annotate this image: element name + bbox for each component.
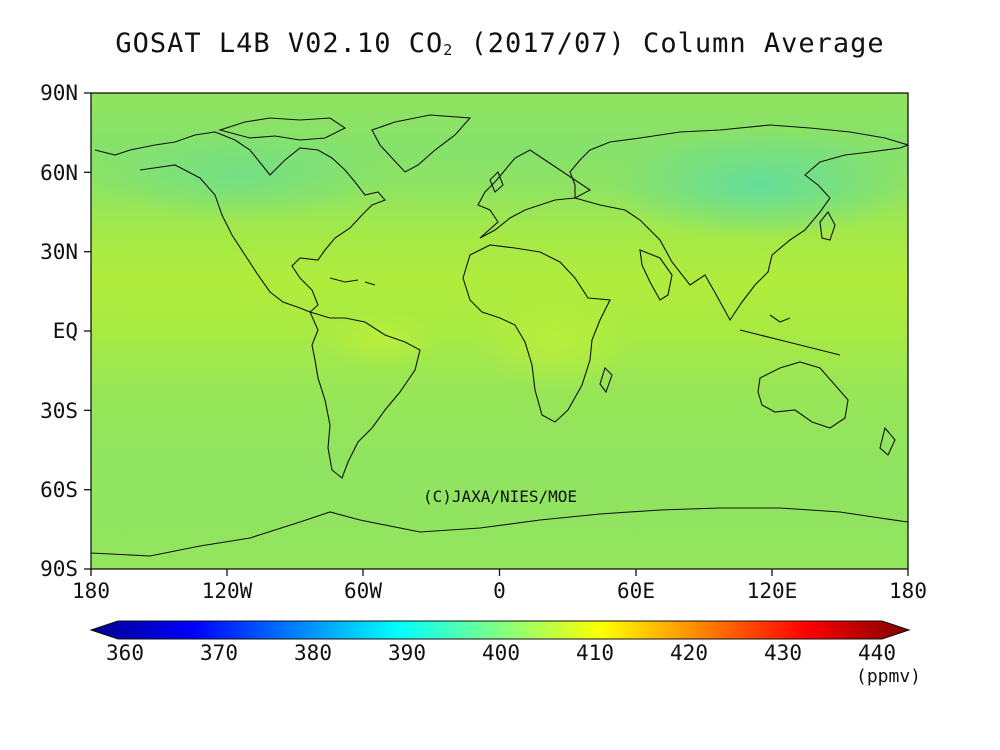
coast-africa	[462, 244, 611, 423]
lat-label: 60N	[40, 161, 78, 185]
lon-label: 60W	[344, 579, 382, 603]
colorbar-tick-label: 430	[764, 641, 802, 665]
co2-field	[91, 93, 908, 569]
colorbar-tick-label: 410	[576, 641, 614, 665]
lat-label: 60S	[40, 478, 78, 502]
longitude-labels: 180 120W 60W 0 60E 120E 180	[72, 579, 927, 603]
coast-madagascar	[599, 366, 613, 394]
lat-label: 90N	[40, 81, 78, 105]
colorbar-labels: 360 370 380 390 400 410 420 430 440	[106, 641, 896, 665]
lat-label: 30S	[40, 399, 78, 423]
coast-india	[639, 249, 673, 301]
colorbar-tick-label: 420	[670, 641, 708, 665]
colorbar-tick-label: 370	[200, 641, 238, 665]
map-title: GOSAT L4B V02.10 CO2 (2017/07) Column Av…	[115, 28, 885, 59]
colorbar-tick-label: 360	[106, 641, 144, 665]
coast-greenland	[371, 114, 472, 173]
colorbar-tick-label: 400	[482, 641, 520, 665]
lat-label: 90S	[40, 557, 78, 581]
colorbar	[89, 620, 911, 640]
colorbar-tick-label: 390	[388, 641, 426, 665]
lon-label: 120W	[202, 579, 253, 603]
credit-text: (C)JAXA/NIES/MOE	[423, 487, 577, 506]
lon-label: 120E	[747, 579, 798, 603]
lon-label: 60E	[617, 579, 655, 603]
coast-new-zealand	[879, 426, 896, 456]
lon-label: 0	[493, 579, 506, 603]
lon-label: 180	[889, 579, 927, 603]
colorbar-tick-label: 380	[294, 641, 332, 665]
coast-japan	[819, 211, 836, 241]
lat-label: EQ	[53, 319, 78, 343]
coast-uk	[489, 171, 504, 193]
coastlines	[91, 114, 908, 557]
coast-europe	[477, 149, 592, 239]
latitude-labels: 90N 60N 30N EQ 30S 60S 90S	[40, 81, 78, 581]
coast-north-america	[94, 131, 386, 313]
lat-label: 30N	[40, 240, 78, 264]
coast-caribbean	[329, 277, 376, 286]
colorbar-units: (ppmv)	[856, 666, 922, 687]
coast-australia	[757, 361, 849, 429]
axis-ticks	[84, 92, 909, 576]
coast-asia	[569, 124, 908, 322]
coast-south-america	[309, 311, 421, 479]
coast-arctic-islands	[218, 117, 347, 141]
coast-sea-islands	[739, 314, 841, 356]
lon-label: 180	[72, 579, 110, 603]
coast-antarctica	[91, 507, 908, 557]
colorbar-tick-label: 440	[858, 641, 896, 665]
